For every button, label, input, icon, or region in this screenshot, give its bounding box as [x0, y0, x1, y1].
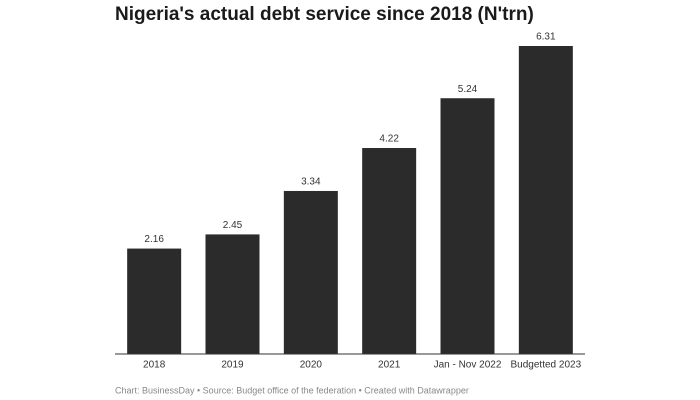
bar [362, 148, 417, 354]
data-label: 5.24 [458, 84, 478, 95]
x-tick-label: 2018 [143, 360, 166, 371]
chart-title: Nigeria's actual debt service since 2018… [115, 4, 534, 25]
x-tick-label: Budgetted 2023 [511, 360, 582, 371]
bar [127, 248, 182, 354]
data-label: 6.31 [536, 32, 556, 43]
bar [205, 234, 260, 354]
data-label: 3.34 [301, 177, 321, 188]
source-note: Chart: BusinessDay • Source: Budget offi… [115, 385, 469, 395]
bar [283, 190, 338, 354]
data-label: 2.16 [144, 234, 164, 245]
x-tick-label: 2020 [300, 360, 323, 371]
data-label: 2.45 [223, 220, 243, 231]
x-tick-label: Jan - Nov 2022 [434, 360, 502, 371]
x-tick-label: 2019 [221, 360, 244, 371]
x-tick-label: 2021 [378, 360, 401, 371]
bar [440, 98, 495, 354]
bar [518, 46, 573, 354]
data-label: 4.22 [379, 134, 399, 145]
